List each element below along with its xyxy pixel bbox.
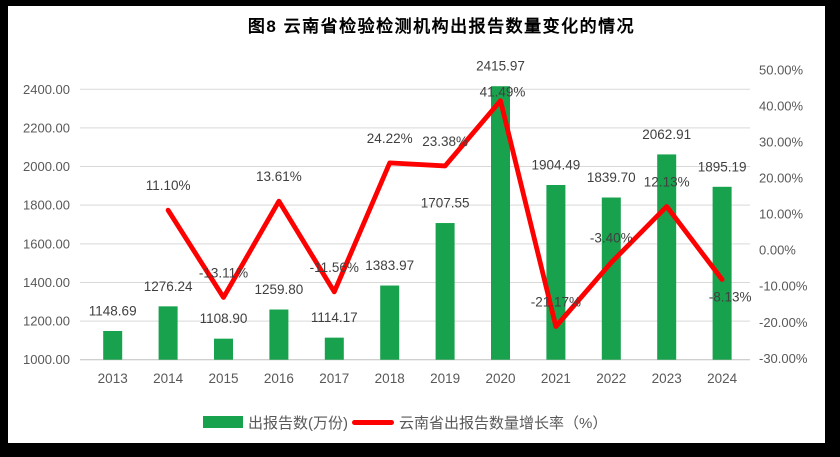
x-axis-label: 2022 <box>596 371 626 386</box>
bar-label: 1108.90 <box>200 311 248 326</box>
bar-2018 <box>380 285 400 360</box>
chart-plot: 1000.00 1200.00 1400.00 1600.00 1800.00 2000.… <box>23 59 808 386</box>
legend-line-label: 云南省出报告数量增长率（%） <box>399 414 608 432</box>
x-axis-label: 2017 <box>319 371 349 386</box>
right-axis-tick-label: -20.00% <box>759 315 808 330</box>
right-axis-tick-label: 40.00% <box>759 99 804 114</box>
x-axis-label: 2019 <box>430 371 460 386</box>
right-axis-tick-label: 50.00% <box>759 63 804 78</box>
left-axis-tick-label: 1800.00 <box>23 198 70 213</box>
x-axis-label: 2021 <box>541 371 571 386</box>
x-axis-label: 2015 <box>208 371 238 386</box>
bar-label: 1707.55 <box>421 196 470 211</box>
left-axis-tick-label: 2200.00 <box>23 120 70 135</box>
left-axis-tick-label: 1400.00 <box>23 275 70 290</box>
x-axis-label: 2020 <box>485 371 515 386</box>
right-axis-tick-label: 30.00% <box>759 135 804 150</box>
left-axis-tick-label: 1600.00 <box>23 236 70 251</box>
line-label: 13.61% <box>256 169 302 184</box>
bar-label: 1148.69 <box>89 303 137 318</box>
bar-2014 <box>158 306 178 360</box>
bar-2015 <box>214 338 233 360</box>
growth-line <box>165 98 725 329</box>
line-label: 41.49% <box>480 85 526 100</box>
legend-bar-swatch <box>203 416 243 428</box>
bar-2019 <box>435 223 455 360</box>
bar-2022 <box>601 197 621 360</box>
legend-bar-label: 出报告数(万份) <box>248 414 348 432</box>
bar-2017 <box>324 337 344 360</box>
line-label: -13.11% <box>199 265 248 280</box>
x-axis-label: 2023 <box>652 371 682 386</box>
bar-label: 1276.24 <box>144 279 193 294</box>
left-axis-tick-label: 2400.00 <box>23 82 70 97</box>
line-label: -21.17% <box>531 294 581 309</box>
legend-line-swatch <box>352 419 394 425</box>
x-axis-label: 2016 <box>264 371 294 386</box>
bar-2013 <box>103 330 123 360</box>
right-axis-tick-label: 10.00% <box>759 207 804 222</box>
x-axis-label: 2018 <box>375 371 405 386</box>
bar-label: 1114.17 <box>311 310 358 325</box>
x-axis-label: 2024 <box>707 371 738 386</box>
bar-label: 1895.19 <box>698 159 747 174</box>
bar-2016 <box>269 309 289 360</box>
right-axis-tick-label: 0.00% <box>759 243 796 258</box>
line-label: 24.22% <box>367 131 413 146</box>
line-label: 12.13% <box>644 174 690 189</box>
bar-label: 1904.49 <box>531 158 580 173</box>
right-axis-tick-label: -10.00% <box>759 279 808 294</box>
left-axis-tick-label: 2000.00 <box>23 159 70 174</box>
line-label: -8.13% <box>709 290 752 305</box>
left-axis-tick-label: 1000.00 <box>23 352 70 367</box>
bar-label: 2415.97 <box>476 59 525 74</box>
bar-label: 1259.80 <box>254 282 303 297</box>
bar-label: 1839.70 <box>587 170 636 185</box>
bar-2021 <box>546 185 566 360</box>
bar-2020 <box>491 86 510 360</box>
line-label: -3.40% <box>590 230 633 245</box>
line-label: 11.10% <box>146 178 191 193</box>
chart-title: 图8 云南省检验检测机构出报告数量变化的情况 <box>247 17 636 36</box>
right-axis-tick-label: -30.00% <box>759 351 808 366</box>
left-axis-tick-label: 1200.00 <box>23 314 70 329</box>
line-label: -11.56% <box>310 260 359 275</box>
legend: 出报告数(万份) 云南省出报告数量增长率（%） <box>203 411 607 433</box>
bar-2023 <box>657 154 677 360</box>
bar-2024 <box>712 186 732 360</box>
bar-label: 1383.97 <box>365 258 414 273</box>
bar-label: 2062.91 <box>642 127 691 142</box>
chart-panel: 图8 云南省检验检测机构出报告数量变化的情况 1000.00 1200.00 140… <box>8 6 825 443</box>
x-axis-label: 2013 <box>98 371 128 386</box>
line-label: 23.38% <box>422 134 468 149</box>
x-axis-label: 2014 <box>153 371 184 386</box>
right-axis-tick-label: 20.00% <box>759 171 804 186</box>
